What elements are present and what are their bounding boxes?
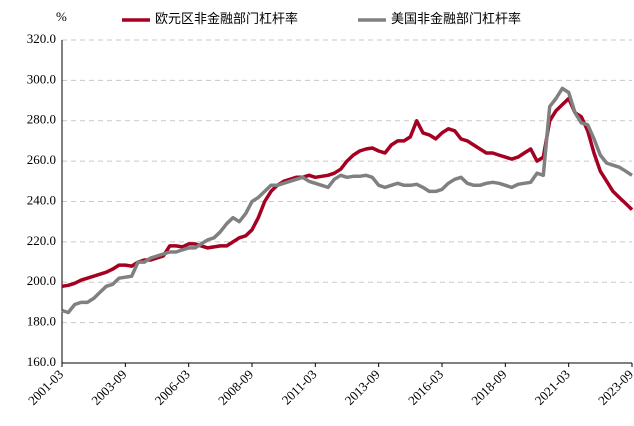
y-tick-label: 220.0 (27, 233, 56, 248)
y-tick-label: 200.0 (27, 273, 56, 288)
y-tick-label: 300.0 (27, 71, 56, 86)
y-tick-label: 160.0 (27, 354, 56, 369)
y-axis-label: % (56, 9, 67, 24)
y-tick-label: 260.0 (27, 152, 56, 167)
y-tick-label: 280.0 (27, 112, 56, 127)
series-line (61, 86, 633, 315)
x-tick-label: 2011-03 (279, 367, 320, 408)
y-tick-label: 240.0 (27, 192, 56, 207)
x-tick-label: 2008-09 (215, 367, 256, 408)
legend-label: 欧元区非金融部门杠杆率 (155, 11, 298, 26)
x-tick-label: 2013-09 (342, 367, 383, 408)
y-tick-label: 320.0 (27, 31, 56, 46)
y-tick-label: 180.0 (27, 314, 56, 329)
x-tick-label: 2023-09 (595, 367, 634, 408)
x-tick-label: 2003-09 (88, 367, 129, 408)
legend-label: 美国非金融部门杠杆率 (391, 11, 521, 26)
series-line (61, 96, 634, 289)
x-tick-label: 2016-03 (405, 367, 446, 408)
x-tick-label: 2006-03 (152, 367, 193, 408)
x-tick-label: 2018-09 (468, 367, 509, 408)
x-tick-label: 2001-03 (25, 367, 66, 408)
x-tick-label: 2021-03 (532, 367, 573, 408)
